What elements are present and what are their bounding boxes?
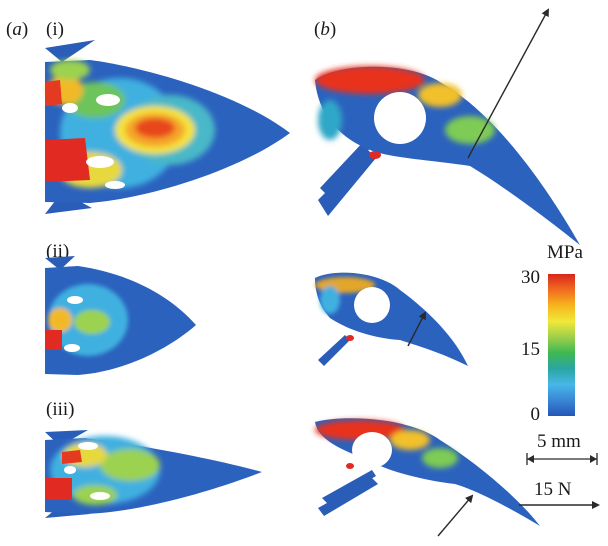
panel-a-letter: a bbox=[12, 19, 22, 40]
force-arrow-ii bbox=[407, 311, 426, 347]
skull-dorsal-iii bbox=[45, 430, 262, 518]
scale-bar bbox=[526, 453, 598, 465]
colorbar-tick-min: 0 bbox=[530, 404, 541, 425]
force-arrow-iii bbox=[437, 494, 474, 537]
skull-lateral-iii bbox=[315, 418, 540, 526]
force-arrow-i bbox=[467, 8, 549, 159]
row-ii-label: (ii) bbox=[46, 241, 70, 262]
colorbar bbox=[548, 274, 575, 416]
row-iii-label: (iii) bbox=[46, 399, 75, 420]
panel-b-label: (b) bbox=[314, 19, 337, 40]
scale-bar-label: 5 mm bbox=[537, 431, 581, 452]
colorbar-unit: MPa bbox=[547, 242, 583, 263]
skull-dorsal-ii bbox=[45, 256, 196, 375]
row-i-label: (i) bbox=[46, 19, 64, 40]
panel-b-letter: b bbox=[320, 19, 330, 40]
colorbar-tick-max: 30 bbox=[521, 267, 540, 288]
skull-lateral-i bbox=[315, 66, 580, 245]
colorbar-tick-mid: 15 bbox=[521, 339, 540, 360]
skull-dorsal-i bbox=[45, 40, 290, 214]
force-bar-label: 15 N bbox=[534, 479, 572, 500]
skull-lateral-ii bbox=[315, 272, 468, 366]
panel-a-label: (a) bbox=[6, 19, 29, 40]
